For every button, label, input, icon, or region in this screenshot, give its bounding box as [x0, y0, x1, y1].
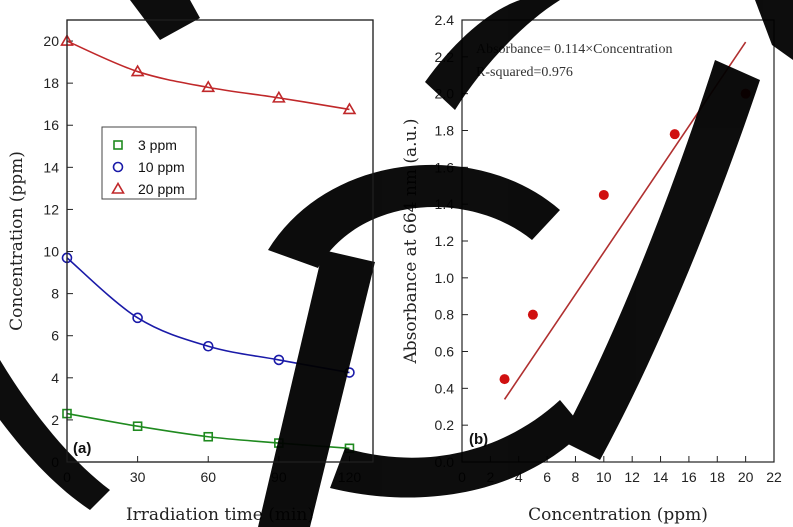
fit-curve-series-2 — [66, 40, 350, 111]
panel-b-x-tick-label: 18 — [709, 469, 725, 485]
data-point — [598, 189, 609, 200]
panel-a-y-tick-label: 2 — [51, 412, 59, 428]
fit-equation-annotation: Absorbance= 0.114×Concentration — [476, 42, 672, 57]
data-point-series-2 — [271, 90, 286, 103]
panel-b-x-tick-label: 6 — [543, 469, 551, 485]
legend-marker-2 — [111, 181, 125, 194]
panel-b-y-tick-label: 2.4 — [435, 12, 455, 28]
watermark-stroke-3 — [330, 400, 585, 498]
panel-a-y-axis-title: Concentration (ppm) — [7, 151, 27, 331]
data-point-series-2 — [201, 80, 216, 93]
panel-b-y-tick-label: 0.4 — [435, 380, 455, 396]
data-point-series-1 — [132, 312, 143, 324]
panel-b-x-axis-title: Concentration (ppm) — [528, 505, 708, 525]
data-point-series-1 — [273, 354, 285, 366]
panel-b-x-tick-label: 8 — [572, 469, 580, 485]
legend-entry-1: 10 ppm — [138, 159, 185, 175]
panel-a-y-tick-label: 14 — [43, 159, 59, 175]
panel-a-y-tick-label: 12 — [43, 201, 59, 217]
data-point-series-2 — [130, 64, 145, 77]
panel-a-frame-overlay-rect — [66, 19, 374, 463]
data-point-series-2 — [342, 102, 357, 115]
panel-b-x-tick-label: 22 — [766, 469, 782, 485]
watermark-stroke-6 — [755, 0, 793, 60]
legend-marker-1 — [112, 161, 124, 173]
data-point-series-0 — [132, 421, 143, 432]
panel-a-y-tick-label: 4 — [51, 370, 59, 386]
panel-a-y-tick-label: 20 — [43, 33, 59, 49]
watermark-stroke-4 — [425, 0, 560, 110]
panel-a-legend: 3 ppm 10 ppm 20 ppm — [101, 126, 197, 200]
panel-a-x-tick-label: 30 — [130, 469, 146, 485]
panel-b-y-tick-label: 0.8 — [435, 307, 455, 323]
panel-a-label: (a) — [73, 440, 91, 457]
panel-b-x-tick-label: 16 — [681, 469, 697, 485]
legend-entry-0: 3 ppm — [138, 137, 177, 153]
legend-marker-0 — [113, 140, 123, 150]
panel-b-y-tick-label: 1.0 — [435, 270, 455, 286]
panel-b-label: (b) — [469, 431, 488, 448]
panel-b-y-tick-label: 1.2 — [435, 233, 455, 249]
data-point — [499, 374, 510, 385]
r-squared-annotation: R-squared=0.976 — [476, 65, 573, 80]
panel-b-y-tick-label: 0.2 — [435, 417, 455, 433]
panel-b-x-tick-label: 14 — [653, 469, 669, 485]
panel-a-y-tick-label: 18 — [43, 75, 59, 91]
panel-a-frame-overlay — [66, 19, 374, 463]
panel-b-x-tick-label: 4 — [515, 469, 523, 485]
panel-b-y-tick-label: 1.8 — [435, 123, 455, 139]
data-point-series-0 — [203, 431, 214, 442]
panel-b-y-axis-title: Absorbance at 664 nm (a.u.) — [401, 118, 421, 364]
panel-b-x-tick-label: 20 — [738, 469, 754, 485]
watermark-stroke-5 — [560, 60, 760, 460]
panel-a-y-tick-label: 16 — [43, 117, 59, 133]
panel-a-y-tick-label: 8 — [51, 286, 59, 302]
data-point — [669, 129, 680, 140]
legend-entry-2: 20 ppm — [138, 181, 185, 197]
data-point — [527, 309, 538, 320]
panel-a-x-tick-label: 60 — [200, 469, 216, 485]
panel-b-points — [499, 88, 751, 385]
watermark-stroke-7 — [0, 360, 110, 510]
panel-a-y-tick-label: 10 — [43, 244, 59, 260]
panel-b-x-tick-label: 10 — [596, 469, 612, 485]
watermark-stroke-1 — [258, 250, 375, 527]
data-point-series-1 — [202, 340, 214, 352]
panel-b-y-tick-label: 0.6 — [435, 344, 455, 360]
panel-a-y-tick-label: 6 — [51, 328, 59, 344]
watermark-stroke-2 — [268, 164, 560, 268]
panel-b-x-tick-label: 12 — [624, 469, 640, 485]
